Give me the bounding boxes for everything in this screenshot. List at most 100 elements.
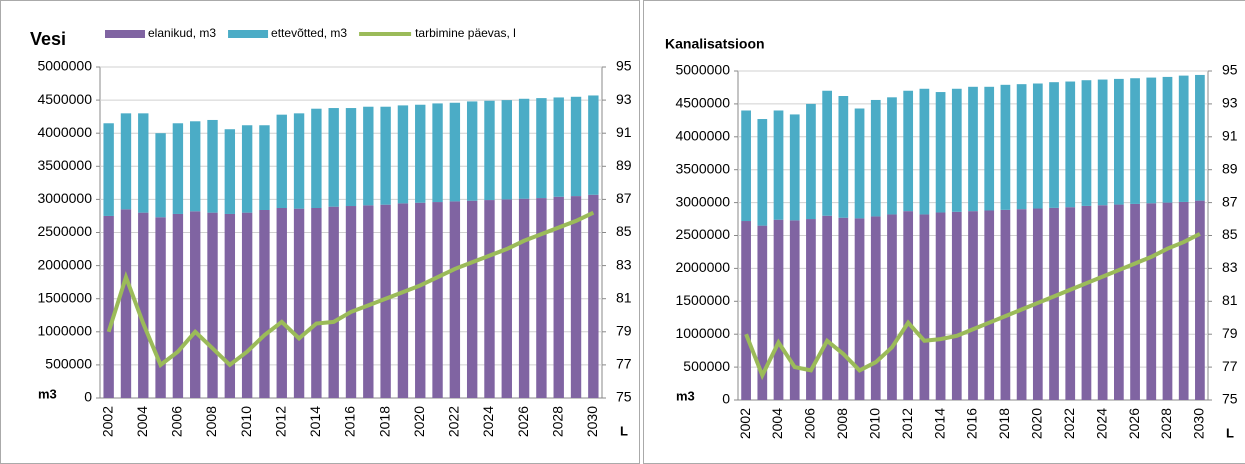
y2-tick-label: 91: [616, 124, 632, 140]
bar: [241, 212, 253, 398]
legend-label: ettevõtted, m3: [271, 26, 347, 40]
chart-title: Kanalisatsioon: [665, 36, 765, 52]
bar: [380, 106, 391, 205]
y2-tick-label: 77: [616, 356, 632, 372]
bar: [806, 219, 816, 400]
x-tick-label: 2008: [203, 406, 219, 437]
bar: [155, 133, 166, 218]
bar: [789, 114, 800, 221]
y2-axis-label: L: [620, 423, 628, 438]
y-tick-label: 4500000: [675, 95, 730, 111]
bar: [822, 90, 832, 216]
y-tick-label: 3000000: [37, 190, 92, 206]
bar: [1178, 75, 1189, 202]
y2-tick-label: 81: [1222, 292, 1238, 308]
line: [744, 232, 1201, 381]
bar: [484, 200, 495, 398]
legend-swatch: [228, 30, 269, 38]
y2-tick-label: 83: [616, 256, 632, 272]
bar: [449, 102, 461, 202]
bar: [432, 103, 443, 203]
bar: [1130, 203, 1140, 400]
bar: [773, 110, 784, 220]
bar: [935, 92, 946, 213]
x-tick-label: 2024: [1093, 408, 1109, 439]
bar: [397, 105, 409, 204]
bar: [1114, 78, 1124, 205]
bar: [838, 96, 849, 218]
bar: [103, 123, 114, 216]
y-tick-label: 4000000: [37, 124, 92, 140]
bar: [415, 104, 426, 203]
y2-axis-label: L: [1226, 425, 1234, 440]
bar: [854, 218, 865, 400]
bar: [757, 119, 768, 226]
bar: [259, 209, 270, 398]
bar: [259, 125, 270, 210]
bar: [466, 200, 478, 398]
x-tick-label: 2016: [964, 408, 980, 439]
bar: [311, 108, 322, 209]
bar: [1065, 207, 1076, 400]
bar: [870, 216, 881, 400]
bar: [311, 208, 322, 398]
bar: [1065, 81, 1076, 208]
line: [106, 210, 595, 369]
bar: [276, 208, 287, 398]
x-tick-label: 2002: [737, 408, 753, 439]
bar: [449, 201, 461, 398]
bar: [822, 215, 832, 400]
x-tick-label: 2020: [1029, 408, 1045, 439]
bar: [570, 96, 582, 197]
x-tick-label: 2006: [169, 406, 185, 437]
y2-tick-label: 93: [616, 91, 632, 107]
bar: [397, 203, 409, 398]
y-tick-label: 500000: [683, 358, 730, 374]
bar: [190, 211, 201, 398]
bar: [518, 198, 530, 398]
bar: [570, 196, 582, 398]
bar: [553, 97, 564, 197]
bar: [224, 213, 236, 398]
y2-tick-label: 75: [1222, 391, 1238, 407]
bar: [466, 101, 478, 201]
bar: [1146, 203, 1157, 400]
bar: [588, 95, 599, 195]
x-tick-label: 2024: [480, 406, 496, 437]
y-axis-label: m3: [38, 386, 57, 401]
bar: [1114, 204, 1124, 400]
bar: [138, 212, 149, 398]
bar: [968, 211, 978, 400]
bar: [984, 86, 995, 211]
chart-title: Vesi: [30, 29, 66, 49]
bar: [120, 209, 132, 398]
y2-tick-label: 85: [1222, 226, 1238, 242]
bar: [518, 98, 530, 199]
bar: [1016, 84, 1027, 210]
bar: [120, 113, 132, 210]
x-tick-label: 2008: [834, 408, 850, 439]
bar: [155, 217, 166, 398]
x-tick-label: 2012: [272, 406, 288, 437]
x-tick-label: 2026: [1126, 408, 1142, 439]
bar: [741, 221, 751, 400]
x-tick-label: 2022: [446, 406, 462, 437]
bar: [363, 205, 374, 398]
y-axis-label: m3: [676, 388, 695, 403]
bar: [536, 198, 547, 398]
bar: [919, 88, 930, 215]
legend-swatch: [105, 30, 145, 38]
bar: [1032, 83, 1043, 209]
x-tick-label: 2014: [931, 408, 947, 439]
bar: [1195, 74, 1205, 201]
bar: [854, 108, 865, 219]
y2-tick-label: 91: [1222, 128, 1238, 144]
y-tick-label: 5000000: [37, 58, 92, 74]
bar: [1081, 205, 1092, 400]
bar: [1016, 209, 1027, 400]
y-tick-label: 1000000: [37, 323, 92, 339]
y2-tick-label: 81: [616, 289, 632, 305]
bar: [757, 225, 768, 400]
y-tick-label: 3500000: [675, 160, 730, 176]
x-tick-label: 2020: [411, 406, 427, 437]
